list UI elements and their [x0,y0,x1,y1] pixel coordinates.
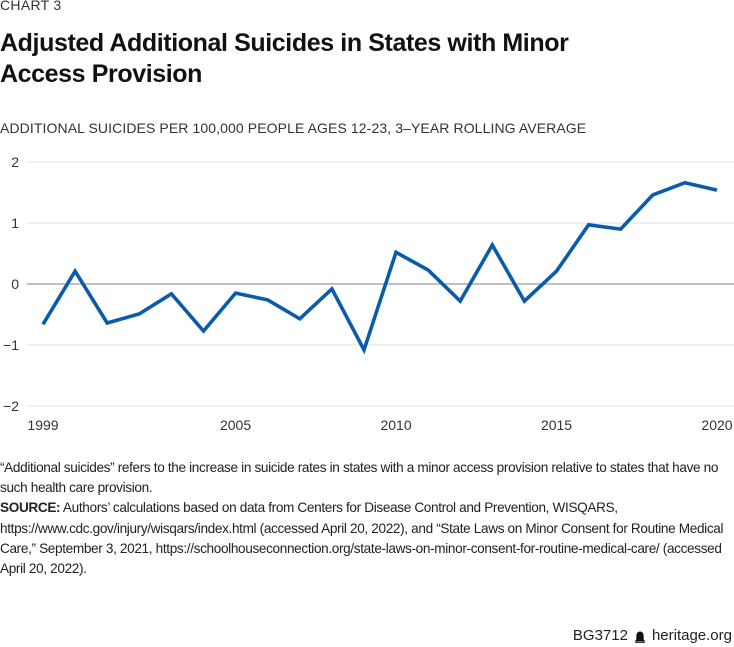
chart-subtitle: ADDITIONAL SUICIDES PER 100,000 PEOPLE A… [0,120,587,136]
x-tick-label: 2020 [701,417,732,433]
report-code: BG3712 [572,627,628,644]
website: heritage.org [651,627,732,644]
x-tick-label: 1999 [27,417,58,433]
source-text: Authors’ calculations based on data from… [0,500,724,577]
y-tick-label: −2 [3,398,19,414]
y-axis-ticks: 2 1 0 −1 −2 [3,154,19,414]
footer: BG3712 heritage.org [573,627,732,644]
liberty-bell-icon [634,630,646,643]
source-note: SOURCE: Authors’ calculations based on d… [0,498,734,579]
y-tick-label: 0 [11,276,19,292]
source-label: SOURCE: [0,500,61,516]
y-tick-label: −1 [3,337,19,353]
x-tick-label: 2010 [380,417,411,433]
x-tick-label: 2015 [541,417,572,433]
y-tick-label: 1 [11,215,19,231]
series [41,180,718,355]
y-tick-label: 2 [11,154,19,170]
chart-number: CHART 3 [0,0,62,13]
x-axis-ticks: 1999 2005 2010 2015 2020 [27,417,732,433]
gridlines [27,161,734,407]
x-tick-label: 2005 [220,417,251,433]
footnote: “Additional suicides” refers to the incr… [0,458,734,579]
series-line [41,180,718,355]
line-chart: 2 1 0 −1 −2 1999 2005 2010 2015 2020 [3,154,734,433]
chart-title: Adjusted Additional Suicides in States w… [0,29,569,88]
definition-note: “Additional suicides” refers to the incr… [0,460,719,496]
